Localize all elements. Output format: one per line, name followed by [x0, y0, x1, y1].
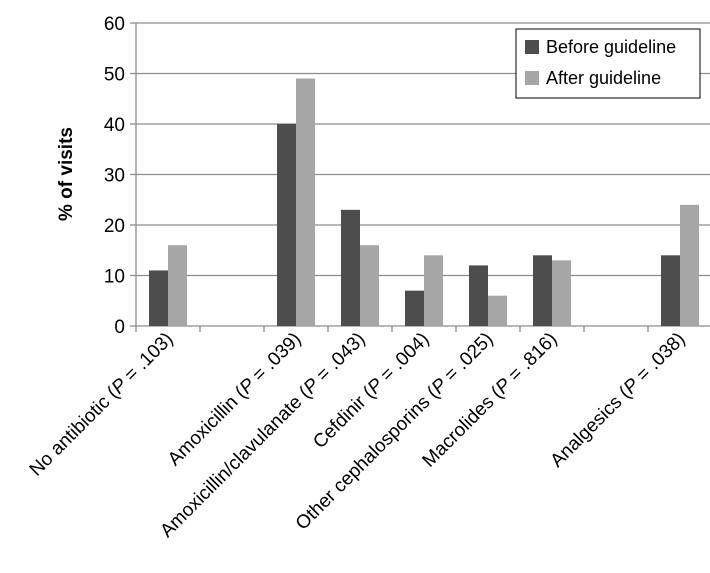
category-label-part: = .038) — [629, 329, 690, 390]
category-label-part: = .004) — [373, 329, 434, 390]
legend-label: Before guideline — [546, 37, 676, 57]
category-label-part: = .025) — [437, 329, 498, 390]
category-label-part: = .103) — [117, 329, 178, 390]
y-axis-label: % of visits — [56, 127, 77, 221]
bar — [168, 245, 187, 326]
y-tick-label: 10 — [104, 267, 125, 288]
y-tick-label: 0 — [114, 317, 125, 338]
legend-label: After guideline — [546, 68, 661, 88]
category-label-part: = .816) — [501, 329, 562, 390]
bar — [488, 295, 507, 326]
bars — [149, 78, 699, 326]
legend-box — [515, 28, 701, 99]
bar — [424, 255, 443, 326]
category-label-part: = .039) — [245, 329, 306, 390]
category-label: No antibiotic (P = .103) — [26, 329, 178, 481]
bar — [469, 265, 488, 326]
category-label: Cefdinir (P = .004) — [309, 329, 433, 453]
category-label: Analgesics (P = .038) — [547, 329, 690, 472]
bar — [680, 204, 699, 326]
y-tick-label: 30 — [104, 166, 125, 187]
category-labels: No antibiotic (P = .103)Amoxicillin (P =… — [26, 329, 690, 542]
bar — [661, 255, 680, 326]
category-label-part: Analgesics ( — [547, 383, 636, 472]
y-tick-label: 60 — [104, 14, 125, 35]
category-label-part: = .043) — [309, 329, 370, 390]
bar — [341, 209, 360, 326]
bar — [360, 245, 379, 326]
legend-swatch — [525, 71, 539, 85]
bar — [533, 255, 552, 326]
category-label-part: No antibiotic ( — [26, 383, 123, 480]
y-tick-label: 40 — [104, 115, 125, 136]
bar — [405, 290, 424, 326]
y-tick-label: 50 — [104, 65, 125, 86]
bar — [149, 270, 168, 326]
bar — [277, 124, 296, 326]
bar — [552, 260, 571, 326]
y-tick-label: 20 — [104, 216, 125, 237]
bar — [296, 78, 315, 326]
legend-swatch — [525, 40, 539, 54]
legend: Before guideline After guideline — [515, 28, 701, 99]
y-tick-labels: 0 10 20 30 40 50 60 — [104, 14, 125, 338]
